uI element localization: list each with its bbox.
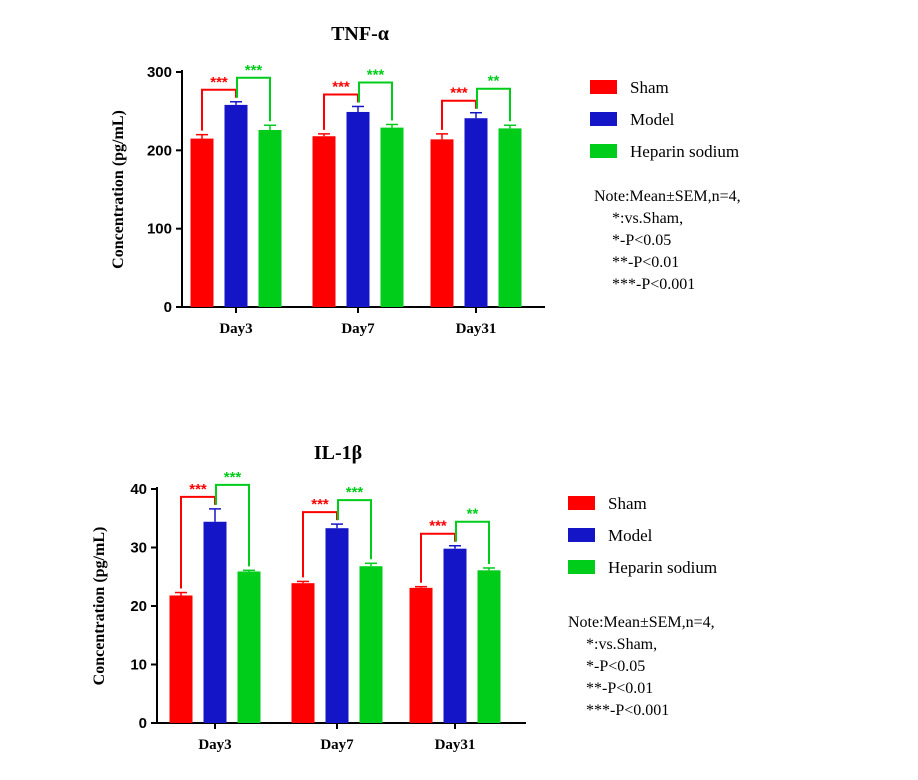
bar — [443, 548, 467, 723]
chart-title: IL-1β — [314, 442, 362, 464]
y-tick-label: 30 — [130, 540, 147, 557]
bar — [258, 129, 282, 307]
bar — [224, 104, 248, 308]
legend-label-sham: Sham — [630, 78, 669, 97]
significance-label: ** — [488, 73, 500, 90]
bar — [169, 595, 193, 723]
legend-swatch-model — [590, 112, 617, 126]
legend-label-sham: Sham — [608, 494, 647, 513]
chart-title: TNF-α — [331, 23, 389, 45]
significance-label: *** — [224, 469, 242, 486]
x-tick-label: Day3 — [198, 737, 231, 753]
y-axis-label: Concentration (pg/mL) — [110, 110, 127, 269]
note-line: ***-P<0.001 — [612, 276, 696, 293]
il-1beta-panel: IL-1β Concentration (pg/mL) 0 10 20 30 40 Day3 D… — [0, 390, 918, 780]
note-line: *-P<0.05 — [612, 232, 672, 249]
x-tick-label: Day31 — [435, 737, 476, 753]
significance-label: *** — [210, 74, 228, 91]
note-line: **-P<0.01 — [586, 680, 654, 697]
il-1beta-chart: IL-1β Concentration (pg/mL) 0 10 20 30 40 Day3 D… — [91, 442, 526, 753]
legend-swatch-heparin — [590, 144, 617, 158]
note-line: **-P<0.01 — [612, 254, 680, 271]
bar — [325, 528, 349, 723]
significance-bracket — [358, 81, 393, 121]
bar — [312, 136, 336, 307]
y-tick-label: 100 — [147, 221, 172, 238]
legend-label-model: Model — [608, 526, 653, 545]
significance-bracket — [337, 499, 372, 560]
note-line: *-P<0.05 — [586, 658, 646, 675]
bar — [291, 583, 315, 723]
y-tick-label: 20 — [130, 598, 147, 615]
bar — [498, 128, 522, 307]
bar — [430, 139, 454, 307]
significance-bracket — [215, 483, 250, 567]
bar — [464, 118, 488, 307]
bar — [203, 521, 227, 723]
legend-label-heparin: Heparin sodium — [608, 558, 718, 577]
x-tick-label: Day31 — [456, 321, 497, 337]
bar — [359, 566, 383, 723]
legend-swatch-heparin — [568, 560, 595, 574]
significance-bracket — [455, 520, 490, 564]
legend-label-model: Model — [630, 110, 675, 129]
significance-bracket — [476, 87, 511, 122]
bar — [380, 127, 404, 307]
significance-label: *** — [346, 484, 364, 501]
significance-label: *** — [429, 518, 447, 535]
significance-label: *** — [189, 481, 207, 498]
y-tick-label: 200 — [147, 142, 172, 159]
tnf-alpha-chart: TNF-α Concentration (pg/mL) 0 100 200 300 Day3… — [110, 23, 545, 337]
significance-bracket — [236, 76, 271, 122]
bar — [190, 138, 214, 307]
bar — [237, 571, 261, 723]
tnf-alpha-note: Note:Mean±SEM,n=4, *:vs.Sham, *-P<0.05 *… — [594, 186, 741, 296]
significance-label: *** — [311, 496, 329, 513]
legend-swatch-sham — [568, 496, 595, 510]
note-line: *:vs.Sham, — [612, 210, 684, 227]
tnf-alpha-panel: TNF-α Concentration (pg/mL) 0 100 200 300 Day3… — [110, 23, 741, 337]
y-tick-label: 40 — [130, 481, 147, 498]
bar — [346, 111, 370, 307]
significance-label: *** — [450, 85, 468, 102]
y-tick-label: 0 — [139, 715, 147, 732]
significance-label: *** — [332, 78, 350, 95]
il-1beta-note: Note:Mean±SEM,n=4, *:vs.Sham, *-P<0.05 *… — [568, 612, 715, 722]
note-line: ***-P<0.001 — [586, 702, 670, 719]
legend-swatch-sham — [590, 80, 617, 94]
bar — [409, 587, 433, 723]
y-tick-label: 10 — [130, 657, 147, 674]
note-line: Note:Mean±SEM,n=4, — [594, 188, 741, 205]
y-tick-label: 0 — [164, 299, 172, 316]
y-tick-label: 300 — [147, 64, 172, 81]
note-line: *:vs.Sham, — [586, 636, 658, 653]
x-tick-label: Day7 — [320, 737, 354, 753]
x-tick-label: Day3 — [219, 321, 252, 337]
x-tick-label: Day7 — [341, 321, 375, 337]
significance-label: *** — [245, 62, 263, 79]
y-axis-label: Concentration (pg/mL) — [91, 527, 108, 686]
legend-swatch-model — [568, 528, 595, 542]
legend-label-heparin: Heparin sodium — [630, 142, 740, 161]
bar — [477, 570, 501, 723]
significance-label: ** — [467, 506, 479, 523]
note-line: Note:Mean±SEM,n=4, — [568, 614, 715, 631]
significance-label: *** — [367, 66, 385, 83]
